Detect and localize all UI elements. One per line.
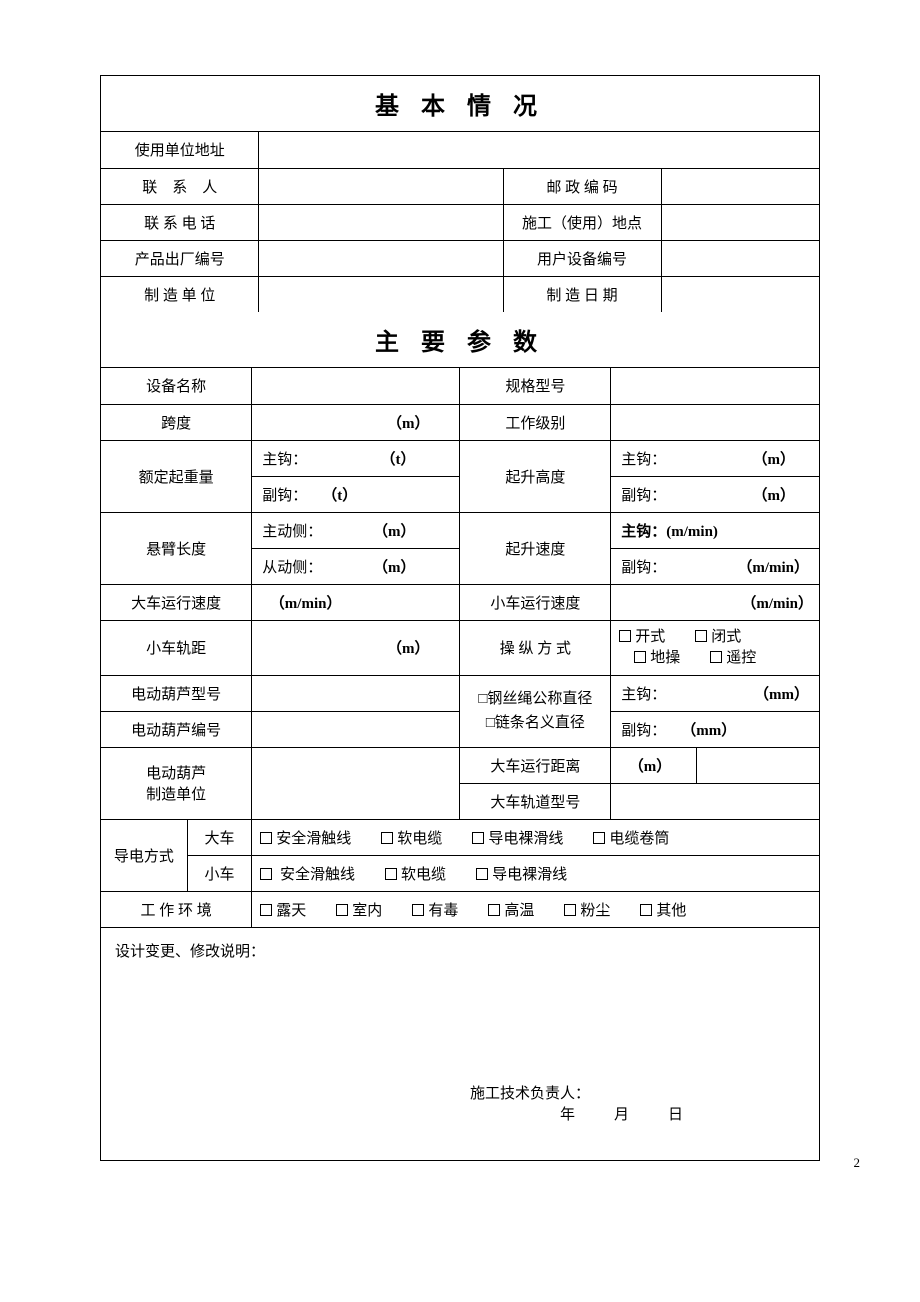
- ctrl-value[interactable]: 开式 闭式 地操 遥控: [611, 620, 819, 675]
- user-no-label: 用户设备编号: [503, 240, 661, 276]
- big-car-label: 大车: [187, 819, 252, 855]
- big-rail-label: 大车轨道型号: [460, 783, 611, 819]
- small-car-label: 小车: [187, 855, 252, 891]
- tel-value[interactable]: [259, 204, 503, 240]
- big-rail-value[interactable]: [611, 783, 819, 819]
- env-value[interactable]: 露天 室内 有毒 高温 粉尘 其他: [252, 891, 819, 927]
- site-label: 施工（使用）地点: [503, 204, 661, 240]
- hoist-maker-label: 电动葫芦制造单位: [101, 747, 252, 819]
- rated-main[interactable]: 主钩：（t）: [252, 440, 460, 476]
- big-dist-value[interactable]: （m）: [611, 747, 697, 783]
- postal-value[interactable]: [661, 168, 819, 204]
- big-dist-extra[interactable]: [697, 747, 819, 783]
- small-track-label: 小车轨距: [101, 620, 252, 675]
- hoist-maker-value[interactable]: [252, 747, 460, 819]
- signer-block: 施工技术负责人： 年 月 日: [470, 1082, 695, 1124]
- tel-label: 联 系 电 话: [101, 204, 259, 240]
- factory-no-value[interactable]: [259, 240, 503, 276]
- postal-label: 邮 政 编 码: [503, 168, 661, 204]
- power-big-value[interactable]: 安全滑触线 软电缆 导电裸滑线 电缆卷筒: [252, 819, 819, 855]
- ctrl-label: 操 纵 方 式: [460, 620, 611, 675]
- work-class-value[interactable]: [611, 404, 819, 440]
- rated-load-label: 额定起重量: [101, 440, 252, 512]
- page-number: 2: [854, 1155, 861, 1171]
- work-class-label: 工作级别: [460, 404, 611, 440]
- section-title-params: 主 要 参 数: [101, 312, 819, 368]
- arm-drive[interactable]: 主动侧：（m）: [252, 512, 460, 548]
- lift-h-main[interactable]: 主钩：（m）: [611, 440, 819, 476]
- big-spd-label: 大车运行速度: [101, 584, 252, 620]
- factory-no-label: 产品出厂编号: [101, 240, 259, 276]
- lift-spd-aux[interactable]: 副钩：（m/min）: [611, 548, 819, 584]
- arm-driven[interactable]: 从动侧：（m）: [252, 548, 460, 584]
- env-label: 工 作 环 境: [101, 891, 252, 927]
- small-track-value[interactable]: （m）: [252, 620, 460, 675]
- design-note-cell[interactable]: 设计变更、修改说明： 施工技术负责人： 年 月 日: [101, 927, 819, 1160]
- addr-label: 使用单位地址: [101, 132, 259, 168]
- lift-spd-label: 起升速度: [460, 512, 611, 584]
- hoist-model-label: 电动葫芦型号: [101, 675, 252, 711]
- rated-aux[interactable]: 副钩： （t）: [252, 476, 460, 512]
- rope-dia-label: □钢丝绳公称直径□链条名义直径: [460, 675, 611, 747]
- site-value[interactable]: [661, 204, 819, 240]
- spec-value[interactable]: [611, 368, 819, 404]
- maker-value[interactable]: [259, 276, 503, 312]
- lift-h-aux[interactable]: 副钩：（m）: [611, 476, 819, 512]
- big-spd-value[interactable]: （m/min）: [252, 584, 460, 620]
- power-small-value[interactable]: 安全滑触线 软电缆 导电裸滑线: [252, 855, 819, 891]
- design-note-label: 设计变更、修改说明：: [115, 944, 265, 960]
- contact-label: 联 系 人: [101, 168, 259, 204]
- big-dist-label: 大车运行距离: [460, 747, 611, 783]
- hoist-no-label: 电动葫芦编号: [101, 711, 252, 747]
- contact-value[interactable]: [259, 168, 503, 204]
- basic-info-table: 使用单位地址 联 系 人 邮 政 编 码 联 系 电 话 施工（使用）地点 产品…: [101, 132, 819, 312]
- span-value[interactable]: （m）: [252, 404, 460, 440]
- addr-value[interactable]: [259, 132, 819, 168]
- lift-h-label: 起升高度: [460, 440, 611, 512]
- lift-spd-main[interactable]: 主钩：(m/min): [611, 512, 819, 548]
- maker-label: 制 造 单 位: [101, 276, 259, 312]
- dev-name-label: 设备名称: [101, 368, 252, 404]
- rope-aux[interactable]: 副钩： （mm）: [611, 711, 819, 747]
- hoist-model-value[interactable]: [252, 675, 460, 711]
- small-spd-label: 小车运行速度: [460, 584, 611, 620]
- params-table: 设备名称 规格型号 跨度 （m） 工作级别 额定起重量 主钩：（t） 起升高度 …: [101, 368, 819, 1160]
- arm-label: 悬臂长度: [101, 512, 252, 584]
- spec-label: 规格型号: [460, 368, 611, 404]
- span-label: 跨度: [101, 404, 252, 440]
- hoist-no-value[interactable]: [252, 711, 460, 747]
- rope-main[interactable]: 主钩：（mm）: [611, 675, 819, 711]
- make-date-label: 制 造 日 期: [503, 276, 661, 312]
- dev-name-value[interactable]: [252, 368, 460, 404]
- power-label: 导电方式: [101, 819, 187, 891]
- make-date-value[interactable]: [661, 276, 819, 312]
- small-spd-value[interactable]: （m/min）: [611, 584, 819, 620]
- section-title-basic: 基 本 情 况: [101, 76, 819, 132]
- user-no-value[interactable]: [661, 240, 819, 276]
